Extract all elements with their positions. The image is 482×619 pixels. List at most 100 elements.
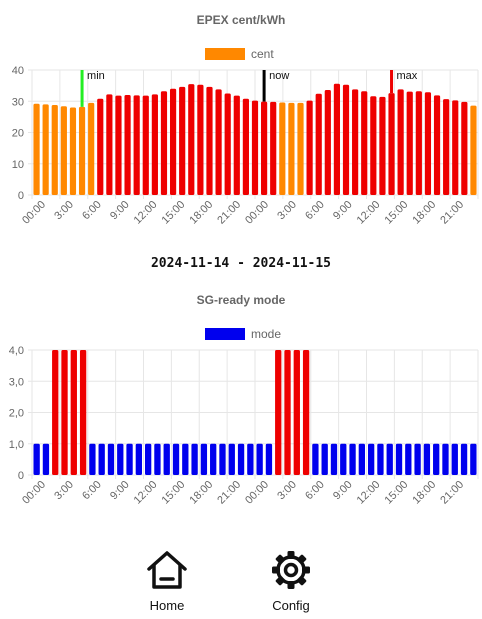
bar bbox=[388, 93, 395, 195]
bar bbox=[261, 101, 268, 195]
bar bbox=[470, 443, 477, 475]
bar bbox=[52, 350, 59, 475]
bar bbox=[395, 443, 403, 475]
bar bbox=[349, 443, 356, 475]
x-tick-label: 3:00 bbox=[275, 479, 299, 503]
bar bbox=[233, 95, 240, 195]
bar bbox=[215, 89, 222, 195]
y-tick-label: 3,0 bbox=[9, 376, 24, 388]
bar bbox=[224, 93, 231, 195]
bar bbox=[333, 83, 341, 195]
x-tick-label: 6:00 bbox=[303, 479, 327, 503]
bar bbox=[206, 86, 213, 195]
bar bbox=[160, 91, 168, 195]
bar bbox=[377, 443, 384, 475]
bar bbox=[247, 443, 254, 475]
date-range-label: 2024-11-14 - 2024-11-15 bbox=[150, 256, 331, 271]
bar bbox=[470, 105, 477, 195]
bar bbox=[124, 95, 131, 195]
bar bbox=[42, 443, 50, 475]
bar bbox=[370, 96, 377, 195]
y-tick-label: 2,0 bbox=[9, 408, 24, 420]
x-tick-label: 18:00 bbox=[187, 479, 215, 507]
bar bbox=[107, 443, 115, 475]
bar bbox=[297, 102, 304, 195]
x-tick-label: 00:00 bbox=[20, 479, 48, 507]
x-tick-label: 12:00 bbox=[132, 199, 160, 227]
bar bbox=[42, 104, 49, 195]
bar bbox=[302, 350, 310, 475]
bar bbox=[144, 443, 152, 475]
config-button[interactable]: Config bbox=[251, 548, 331, 613]
x-tick-label: 18:00 bbox=[187, 199, 215, 227]
bar bbox=[415, 91, 422, 195]
bar bbox=[423, 443, 431, 475]
bar bbox=[443, 99, 450, 195]
bar bbox=[98, 443, 105, 475]
bar bbox=[197, 84, 204, 195]
gear-icon bbox=[272, 551, 310, 589]
bar bbox=[151, 94, 158, 195]
bar bbox=[284, 350, 291, 475]
bar bbox=[424, 92, 432, 195]
bar bbox=[342, 84, 350, 195]
bar bbox=[433, 95, 441, 195]
x-tick-label: 18:00 bbox=[410, 199, 438, 227]
home-icon bbox=[147, 551, 187, 589]
bar bbox=[414, 443, 421, 475]
bar bbox=[228, 443, 235, 475]
bar bbox=[242, 98, 249, 195]
x-tick-label: 18:00 bbox=[410, 479, 438, 507]
bar bbox=[70, 350, 77, 475]
home-button[interactable]: Home bbox=[127, 548, 207, 613]
legend-swatch bbox=[205, 328, 245, 340]
bar bbox=[340, 443, 347, 475]
bar bbox=[279, 102, 286, 195]
bar bbox=[88, 102, 95, 195]
marker-label-now: now bbox=[269, 70, 289, 82]
bar bbox=[265, 443, 273, 475]
x-tick-label: 9:00 bbox=[108, 199, 132, 223]
y-tick-label: 1,0 bbox=[9, 439, 24, 451]
bar bbox=[163, 443, 170, 475]
x-tick-label: 00:00 bbox=[243, 199, 271, 227]
bar bbox=[61, 350, 68, 475]
bar bbox=[306, 100, 313, 195]
bar bbox=[406, 91, 413, 195]
x-tick-label: 3:00 bbox=[52, 479, 76, 503]
x-tick-label: 6:00 bbox=[303, 199, 327, 223]
bar bbox=[386, 443, 393, 475]
bar bbox=[191, 443, 198, 475]
bar bbox=[200, 443, 208, 475]
bar bbox=[117, 443, 124, 475]
bar bbox=[69, 107, 77, 195]
x-tick-label: 3:00 bbox=[275, 199, 299, 223]
bar bbox=[293, 350, 300, 475]
x-tick-label: 9:00 bbox=[331, 199, 355, 223]
bottom-navigation: Home Config bbox=[0, 548, 482, 618]
bar bbox=[270, 101, 277, 195]
bar bbox=[405, 443, 412, 475]
bar bbox=[367, 443, 375, 475]
bar bbox=[315, 93, 322, 195]
bar bbox=[288, 102, 295, 195]
bar bbox=[219, 443, 226, 475]
bar bbox=[115, 95, 122, 195]
x-tick-label: 12:00 bbox=[132, 479, 160, 507]
bar bbox=[397, 89, 404, 195]
x-tick-label: 15:00 bbox=[159, 479, 187, 507]
legend-label: cent bbox=[251, 47, 274, 61]
bar bbox=[442, 443, 449, 475]
bar bbox=[169, 88, 177, 195]
x-tick-label: 00:00 bbox=[243, 479, 271, 507]
bar bbox=[154, 443, 161, 475]
bar bbox=[461, 101, 468, 195]
bar bbox=[33, 443, 40, 475]
bar bbox=[358, 443, 366, 475]
config-label: Config bbox=[272, 598, 310, 613]
bar bbox=[60, 106, 67, 195]
bar bbox=[133, 95, 140, 195]
x-tick-label: 6:00 bbox=[80, 479, 104, 503]
